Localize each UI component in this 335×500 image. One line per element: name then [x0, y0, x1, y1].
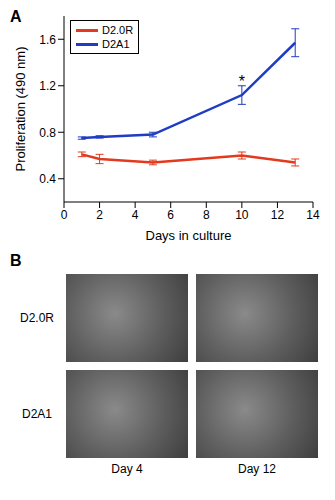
svg-text:0: 0 — [61, 208, 68, 222]
svg-text:Days in culture: Days in culture — [146, 228, 232, 243]
svg-text:2: 2 — [96, 208, 103, 222]
svg-text:14: 14 — [306, 208, 320, 222]
svg-text:12: 12 — [271, 208, 285, 222]
svg-text:10: 10 — [235, 208, 249, 222]
html-text:D2A1: D2A1 — [102, 38, 130, 50]
svg-text:6: 6 — [167, 208, 174, 222]
html-text:D2A1: D2A1 — [22, 407, 52, 421]
html-text:D2.0R: D2.0R — [102, 24, 134, 36]
svg-text:4: 4 — [132, 208, 139, 222]
html-text:D2.0R: D2.0R — [20, 311, 54, 325]
svg-text:0.4: 0.4 — [39, 172, 56, 186]
svg-text:*: * — [239, 73, 245, 90]
html-text:Day 4: Day 4 — [111, 462, 143, 476]
html-text:A: A — [10, 8, 22, 25]
svg-text:0.8: 0.8 — [39, 126, 56, 140]
svg-text:8: 8 — [203, 208, 210, 222]
svg-text:1.6: 1.6 — [39, 33, 56, 47]
html-text:Day 12: Day 12 — [238, 462, 276, 476]
svg-text:1.2: 1.2 — [39, 79, 56, 93]
svg-text:Proliferation (490 nm): Proliferation (490 nm) — [13, 47, 28, 172]
html-text:B: B — [10, 252, 22, 269]
